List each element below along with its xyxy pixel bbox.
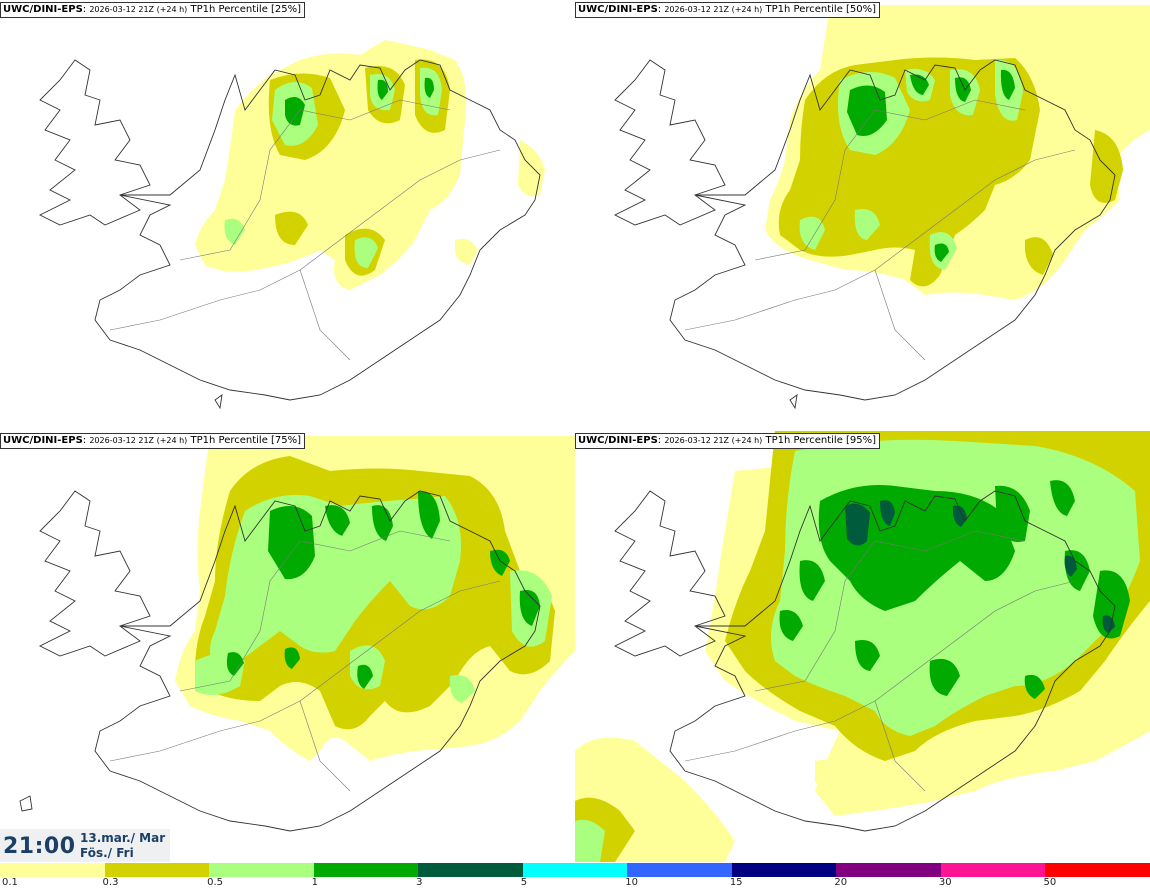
run-time: 2026-03-12 21Z (+24 h)	[89, 5, 188, 14]
field-name: TP1h Percentile [25%]	[190, 4, 302, 15]
run-time: 2026-03-12 21Z (+24 h)	[89, 436, 188, 445]
map-canvas	[575, 431, 1150, 862]
map-canvas	[19, 436, 575, 832]
color-legend-bar	[0, 863, 1150, 877]
map-panel-p75: UWC/DINI-EPS: 2026-03-12 21Z (+24 h) TP1…	[0, 431, 575, 862]
panel-title: UWC/DINI-EPS: 2026-03-12 21Z (+24 h) TP1…	[0, 2, 306, 18]
legend-swatch	[209, 863, 314, 877]
road-network	[109, 530, 501, 792]
legend-swatch	[104, 863, 210, 877]
legend-label: 5	[520, 877, 528, 888]
panel-title: UWC/DINI-EPS: 2026-03-12 21Z (+24 h) TP1…	[575, 2, 881, 18]
run-time: 2026-03-12 21Z (+24 h)	[664, 5, 763, 14]
model-source: UWC/DINI-EPS	[578, 4, 658, 15]
legend-label: 1	[311, 877, 318, 888]
map-canvas	[613, 5, 1150, 410]
panel-title: UWC/DINI-EPS: 2026-03-12 21Z (+24 h) TP1…	[0, 433, 306, 449]
map-panel-p50: UWC/DINI-EPS: 2026-03-12 21Z (+24 h) TP1…	[575, 0, 1150, 431]
model-source: UWC/DINI-EPS	[3, 4, 83, 15]
legend-swatch	[418, 863, 523, 877]
precip-level-3	[845, 500, 1115, 633]
legend-swatch	[0, 863, 105, 877]
color-legend-labels: 0.1 0.3 0.5 1 3 5 10 15 20 30 50	[0, 877, 1150, 891]
legend-swatch	[627, 863, 732, 877]
legend-swatch	[731, 863, 837, 877]
legend-label: 0.1	[2, 877, 18, 888]
field-name: TP1h Percentile [95%]	[765, 435, 877, 446]
legend-swatch	[1045, 863, 1150, 877]
legend-label: 20	[834, 877, 848, 888]
legend-label: 50	[1043, 877, 1057, 888]
field-name: TP1h Percentile [50%]	[765, 4, 877, 15]
iceland-coastline	[38, 59, 541, 410]
precip-level-1	[226, 490, 540, 689]
road-network	[684, 530, 1076, 792]
valid-weekday: Fös./ Fri	[80, 846, 134, 860]
precip-level-1	[285, 77, 434, 126]
model-source: UWC/DINI-EPS	[3, 435, 83, 446]
road-network	[684, 99, 1076, 361]
valid-time: 21:00	[3, 834, 76, 859]
legend-swatch	[940, 863, 1046, 877]
legend-swatch	[836, 863, 941, 877]
legend-label: 15	[729, 877, 743, 888]
panel-title: UWC/DINI-EPS: 2026-03-12 21Z (+24 h) TP1…	[575, 433, 881, 449]
iceland-coastline	[613, 490, 1116, 832]
iceland-coastline	[613, 59, 1116, 410]
road-network	[109, 99, 501, 361]
legend-label: 10	[625, 877, 638, 888]
map-panel-p25: UWC/DINI-EPS: 2026-03-12 21Z (+24 h) TP1…	[0, 0, 575, 431]
map-canvas	[38, 40, 545, 410]
valid-time-box: 21:00 13.mar./ Mar Fös./ Fri	[0, 829, 170, 862]
run-time: 2026-03-12 21Z (+24 h)	[664, 436, 763, 445]
iceland-coastline	[19, 490, 541, 832]
legend-label: 0.5	[207, 877, 223, 888]
legend-swatch	[313, 863, 419, 877]
legend-label: 30	[938, 877, 952, 888]
field-name: TP1h Percentile [75%]	[190, 435, 302, 446]
model-source: UWC/DINI-EPS	[578, 435, 658, 446]
legend-label: 0.3	[102, 877, 119, 888]
legend-label: 3	[416, 877, 423, 888]
valid-date: 13.mar./ Mar	[80, 831, 166, 845]
map-panel-p95: UWC/DINI-EPS: 2026-03-12 21Z (+24 h) TP1…	[575, 431, 1150, 862]
legend-swatch	[522, 863, 628, 877]
